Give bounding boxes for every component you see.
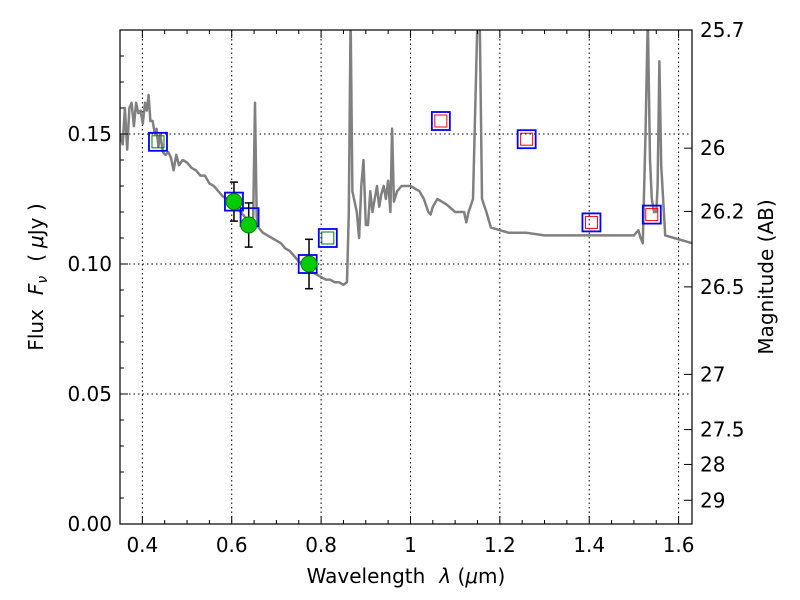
model-point-inner-red [520,132,534,146]
model-point-inner-red [434,114,448,128]
plot-area [120,30,692,290]
y-tick-label: 0.10 [67,252,112,276]
x-tick-label: 1.2 [484,533,516,557]
y-right-tick-label: 26.5 [700,275,745,299]
x-tick-label: 1.4 [573,533,605,557]
model-point-box [516,129,537,150]
grid [120,30,692,525]
y-tick-label: 0.00 [67,512,112,536]
y-right-tick-label: 27.5 [700,418,745,442]
x-tick-label: 1.6 [663,533,695,557]
model-point-box [641,204,662,225]
y-right-tick-label: 25.7 [700,18,745,42]
model-point-box [148,131,168,152]
model-point-box [317,228,338,248]
model-point-inner-red [645,208,659,222]
y-right-tick-label: 26.2 [700,199,745,223]
y-right-tick-label: 27 [700,362,725,386]
observed-point [240,216,258,234]
y-right-tick-label: 28 [700,452,725,476]
model-point-inner-green [151,135,165,149]
x-tick-label: 0.6 [216,533,248,557]
y-right-tick-label: 26 [700,136,725,160]
x-axis-label: Wavelength λ (μm) [307,564,506,588]
observed-point [225,193,243,211]
model-point-inner-red [584,215,598,229]
y-right-tick-label: 29 [700,488,725,512]
template-spectrum-line [120,30,692,287]
y-right-axis-label: Magnitude (AB) [754,199,778,354]
x-tick-label: 1 [404,533,417,557]
model-point-inner-green [321,231,335,245]
x-tick-label: 0.8 [305,533,337,557]
model-point-box [581,212,602,233]
observed-point [300,255,318,273]
y-axis-label: FluxFν(μJy ) [24,203,51,350]
plot-frame [119,29,693,525]
model-point-box [430,111,451,131]
y-tick-label: 0.15 [67,122,112,146]
x-tick-label: 0.4 [126,533,158,557]
y-tick-label: 0.05 [67,382,112,406]
ticks: 0.4 0.6 0.8 1 1.2 1.4 1.6 0.00 0.05 0.10 0.15 25.7 2… [67,18,744,557]
